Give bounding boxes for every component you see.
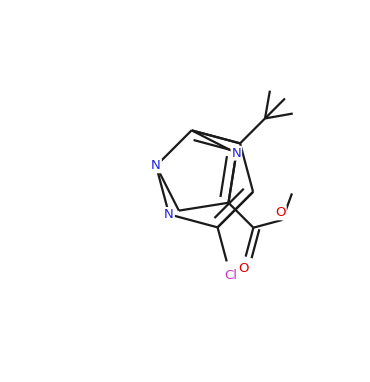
Text: N: N — [232, 147, 241, 160]
Text: N: N — [164, 208, 174, 221]
Text: Cl: Cl — [224, 269, 237, 282]
Text: O: O — [275, 206, 286, 219]
Text: N: N — [151, 159, 161, 172]
Text: O: O — [239, 262, 249, 275]
